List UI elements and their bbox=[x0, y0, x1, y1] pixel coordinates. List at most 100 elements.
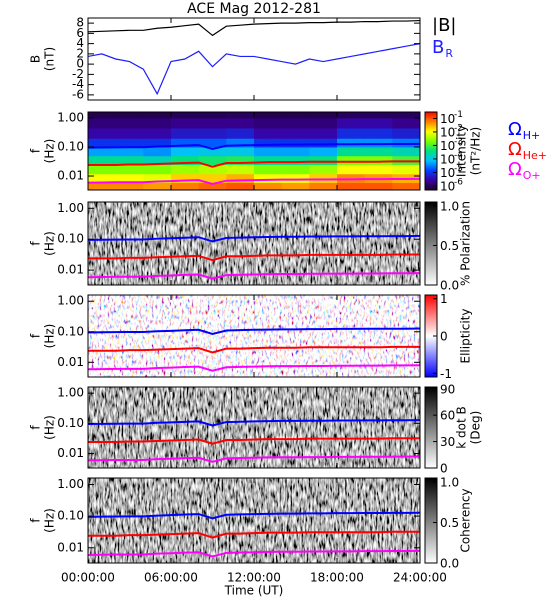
y-tick-label: 0.01 bbox=[57, 540, 84, 554]
series-line bbox=[88, 253, 420, 262]
colorbar-tick-exponent: -2 bbox=[454, 123, 463, 133]
colorbar-label: Ellipticity bbox=[459, 309, 473, 364]
heatmap-cell bbox=[364, 155, 393, 165]
plot-area bbox=[88, 387, 420, 468]
y-axis-label: f bbox=[29, 425, 43, 430]
heatmap-cell bbox=[143, 155, 172, 165]
colorbar-tick-label: 0 bbox=[440, 462, 448, 476]
colorbar-label: Coherency bbox=[459, 488, 473, 552]
heatmap-cell bbox=[115, 128, 144, 139]
heatmap-cell bbox=[226, 117, 255, 129]
heatmap-cell bbox=[364, 138, 393, 148]
heatmap-cell bbox=[392, 146, 420, 157]
heatmap-cell bbox=[115, 146, 144, 157]
chart-title: ACE Mag 2012-281 bbox=[187, 1, 321, 17]
heatmap-cell bbox=[364, 112, 393, 119]
series-line bbox=[88, 530, 420, 539]
series-line bbox=[88, 364, 420, 372]
colorbar-label: % Polarization bbox=[459, 201, 473, 286]
colorbar-tick-label: 10 bbox=[440, 179, 455, 193]
heatmap-cell bbox=[254, 164, 283, 175]
heatmap-cell bbox=[226, 128, 255, 139]
heatmap-cell bbox=[88, 155, 117, 165]
heatmap-cell bbox=[254, 182, 283, 190]
plot-area bbox=[88, 112, 420, 190]
y-tick-label: 6 bbox=[76, 26, 84, 40]
colorbar-tick-label: 10 bbox=[440, 125, 455, 139]
heatmap-cell bbox=[281, 138, 310, 148]
heatmap-cell bbox=[143, 117, 172, 129]
spectrogram-texture bbox=[88, 478, 420, 563]
plot-area bbox=[88, 19, 420, 96]
legend-label: Ω bbox=[508, 119, 522, 140]
x-tick-label: 00:00:00 bbox=[61, 571, 115, 585]
colorbar-label: Intensity bbox=[455, 125, 469, 177]
legend-label: B bbox=[432, 37, 444, 58]
legend-label: Ω bbox=[508, 159, 522, 180]
heatmap-cell bbox=[198, 112, 227, 119]
heatmap-cell bbox=[171, 173, 200, 183]
series-line bbox=[88, 455, 420, 463]
y-tick-label: 1.00 bbox=[57, 294, 84, 308]
y-axis-label: f bbox=[29, 241, 43, 246]
heatmap-cell bbox=[115, 112, 144, 119]
heatmap-cell bbox=[254, 128, 283, 139]
heatmap-cell bbox=[392, 138, 420, 148]
colorbar-tick-label: 60 bbox=[440, 409, 455, 423]
heatmap-cell bbox=[309, 112, 338, 119]
plot-area bbox=[88, 202, 420, 285]
y-tick-label: 0.10 bbox=[57, 139, 84, 153]
heatmap-cell bbox=[198, 182, 227, 190]
y-axis-label: f bbox=[29, 518, 43, 523]
heatmap-cell bbox=[115, 182, 144, 190]
heatmap-cell bbox=[309, 164, 338, 175]
series-line bbox=[88, 437, 420, 445]
heatmap-cell bbox=[143, 182, 172, 190]
heatmap-cell bbox=[309, 138, 338, 148]
y-axis-label: B bbox=[29, 55, 43, 63]
x-tick-label: 06:00:00 bbox=[144, 571, 198, 585]
heatmap-cell bbox=[392, 128, 420, 139]
colorbar-tick-label: 0.5 bbox=[440, 516, 459, 530]
heatmap-cell bbox=[171, 146, 200, 157]
heatmap-cell bbox=[198, 164, 227, 175]
series-line bbox=[88, 272, 420, 280]
heatmap-cell bbox=[88, 128, 117, 139]
heatmap-cell bbox=[309, 173, 338, 183]
heatmap-cell bbox=[392, 155, 420, 165]
heatmap-cell bbox=[226, 164, 255, 175]
y-axis-label: (Hz) bbox=[43, 415, 57, 440]
y-axis-label: (Hz) bbox=[43, 324, 57, 349]
heatmap-cell bbox=[364, 182, 393, 190]
y-tick-label: 1.00 bbox=[57, 386, 84, 400]
y-tick-label: 0.10 bbox=[57, 509, 84, 523]
colorbar-tick-label: 1.0 bbox=[440, 476, 459, 490]
y-axis-label: f bbox=[29, 333, 43, 338]
heatmap-cell bbox=[364, 117, 393, 129]
colorbar-tick-label: 90 bbox=[440, 382, 455, 396]
legend-subscript: He+ bbox=[523, 149, 547, 162]
y-axis-label: (Hz) bbox=[43, 231, 57, 256]
x-tick-label: 12:00:00 bbox=[227, 571, 281, 585]
heatmap-cell bbox=[254, 155, 283, 165]
colorbar-tick-label: 0.0 bbox=[440, 279, 459, 293]
heatmap-cell bbox=[115, 117, 144, 129]
y-axis-label: (Hz) bbox=[43, 508, 57, 533]
colorbar-tick-label: 0 bbox=[440, 330, 448, 344]
heatmap-cell bbox=[337, 138, 366, 148]
heatmap-cell bbox=[88, 112, 117, 119]
x-axis-label: Time (UT) bbox=[224, 584, 284, 598]
heatmap-cell bbox=[115, 173, 144, 183]
series-line bbox=[88, 160, 420, 168]
heatmap-cell bbox=[143, 128, 172, 139]
heatmap-cell bbox=[337, 146, 366, 157]
heatmap-cell bbox=[143, 164, 172, 175]
heatmap-cell bbox=[171, 128, 200, 139]
y-axis-label: (nT) bbox=[43, 47, 57, 71]
heatmap-cell bbox=[226, 146, 255, 157]
y-axis-label: f bbox=[29, 148, 43, 153]
legend-subscript: O+ bbox=[523, 169, 541, 182]
heatmap-cell bbox=[88, 146, 117, 157]
heatmap-cell bbox=[115, 155, 144, 165]
